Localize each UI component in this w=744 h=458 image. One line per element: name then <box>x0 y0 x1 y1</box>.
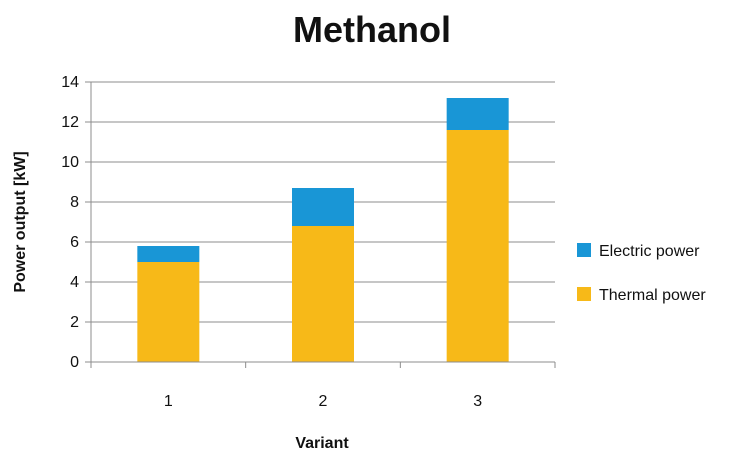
bar-thermal-power-3 <box>446 130 509 362</box>
y-axis-tick-labels: 0 2 4 6 8 10 12 14 <box>61 74 79 371</box>
y-tick-label-0: 0 <box>70 354 79 371</box>
x-axis-title: Variant <box>295 435 349 452</box>
legend-swatch-thermal-power <box>577 287 591 301</box>
chart-title: Methanol <box>293 9 451 50</box>
bar-electric-power-2 <box>292 188 354 226</box>
bar-electric-power-3 <box>446 98 509 130</box>
x-tick-label-1: 1 <box>164 393 173 410</box>
legend-label-electric-power: Electric power <box>599 243 700 260</box>
bar-electric-power-1 <box>137 246 200 262</box>
legend-label-thermal-power: Thermal power <box>599 287 706 304</box>
x-tick-label-3: 3 <box>473 393 482 410</box>
y-axis-title: Power output [kW] <box>12 151 29 292</box>
y-tick-label-2: 2 <box>70 314 79 331</box>
y-tick-label-12: 12 <box>61 114 79 131</box>
bar-thermal-power-2 <box>292 226 354 362</box>
bar-thermal-power-1 <box>137 262 200 362</box>
y-tick-label-8: 8 <box>70 194 79 211</box>
y-tick-label-4: 4 <box>70 274 79 291</box>
legend-swatch-electric-power <box>577 243 591 257</box>
y-tick-label-6: 6 <box>70 234 79 251</box>
x-axis-tick-labels: 1 2 3 <box>164 393 482 410</box>
legend: Electric power Thermal power <box>577 243 706 304</box>
y-tick-label-14: 14 <box>61 74 79 91</box>
x-tick-label-2: 2 <box>319 393 328 410</box>
y-tick-label-10: 10 <box>61 154 79 171</box>
axes <box>85 81 556 368</box>
bars <box>137 98 509 362</box>
